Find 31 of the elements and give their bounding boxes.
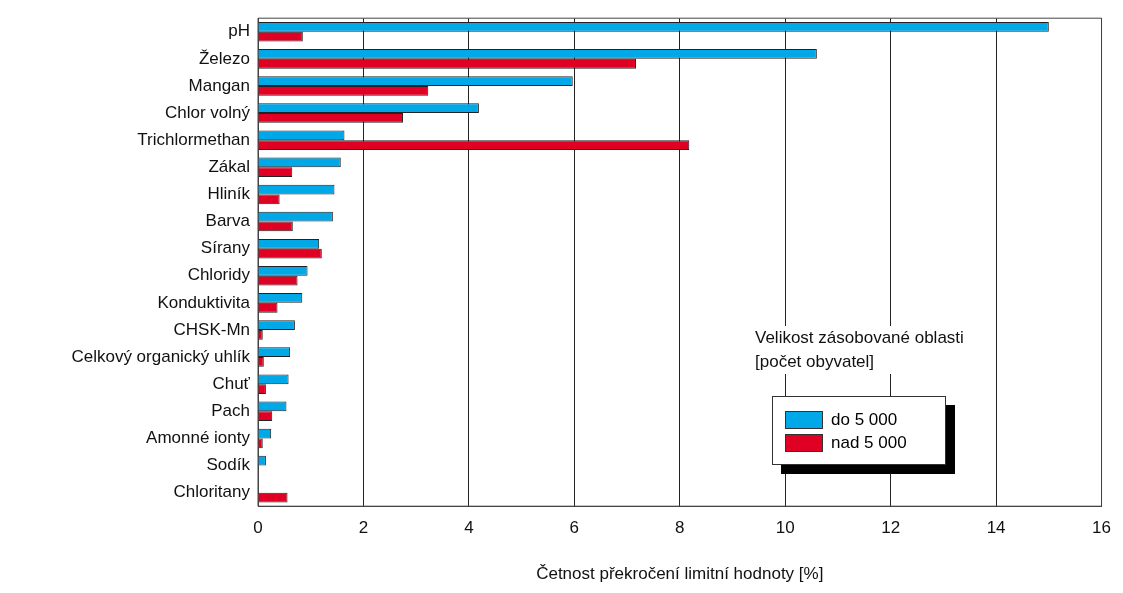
y-tick-label: Trichlormethan xyxy=(137,129,250,149)
x-tick-label: 14 xyxy=(986,518,1006,538)
y-tick-label: Konduktivita xyxy=(157,292,251,312)
y-tick-label: Sírany xyxy=(200,238,251,258)
y-tick-label: Železo xyxy=(198,48,250,68)
legend-title: Velikost zásobované oblasti [počet obyvatel] xyxy=(755,326,964,374)
x-tick-label: 12 xyxy=(881,518,901,538)
y-tick-label: CHSK-Mn xyxy=(173,319,250,339)
y-tick-label: Celkový organický uhlík xyxy=(71,346,251,366)
y-tick-label: pH xyxy=(228,21,250,41)
y-tick-label: Mangan xyxy=(188,75,250,95)
y-tick-label: Pach xyxy=(211,401,250,420)
y-tick-label: Chloritany xyxy=(173,482,251,502)
x-tick-label: 0 xyxy=(253,518,263,538)
y-tick-label: Chlor volný xyxy=(164,102,251,122)
y-tick-label: Chloridy xyxy=(187,265,251,285)
x-tick-label: 8 xyxy=(675,518,685,538)
x-tick-label: 4 xyxy=(464,518,474,538)
y-tick-label: Chuť xyxy=(212,373,251,393)
x-tick-label: 16 xyxy=(1092,518,1112,538)
x-tick-label: 6 xyxy=(569,518,580,538)
legend-label: nad 5 000 xyxy=(831,433,907,453)
legend-label: do 5 000 xyxy=(831,410,898,430)
y-tick-label: Barva xyxy=(205,211,251,231)
x-tick-label: 10 xyxy=(775,518,795,538)
y-tick-label: Hliník xyxy=(207,184,251,204)
x-axis-title: Četnost překročení limitní hodnoty [%] xyxy=(536,564,824,584)
x-tick-label: 2 xyxy=(358,518,369,538)
y-tick-label: Sodík xyxy=(206,455,251,475)
y-tick-label: Amonné ionty xyxy=(146,428,251,448)
y-tick-label: Zákal xyxy=(208,157,250,176)
